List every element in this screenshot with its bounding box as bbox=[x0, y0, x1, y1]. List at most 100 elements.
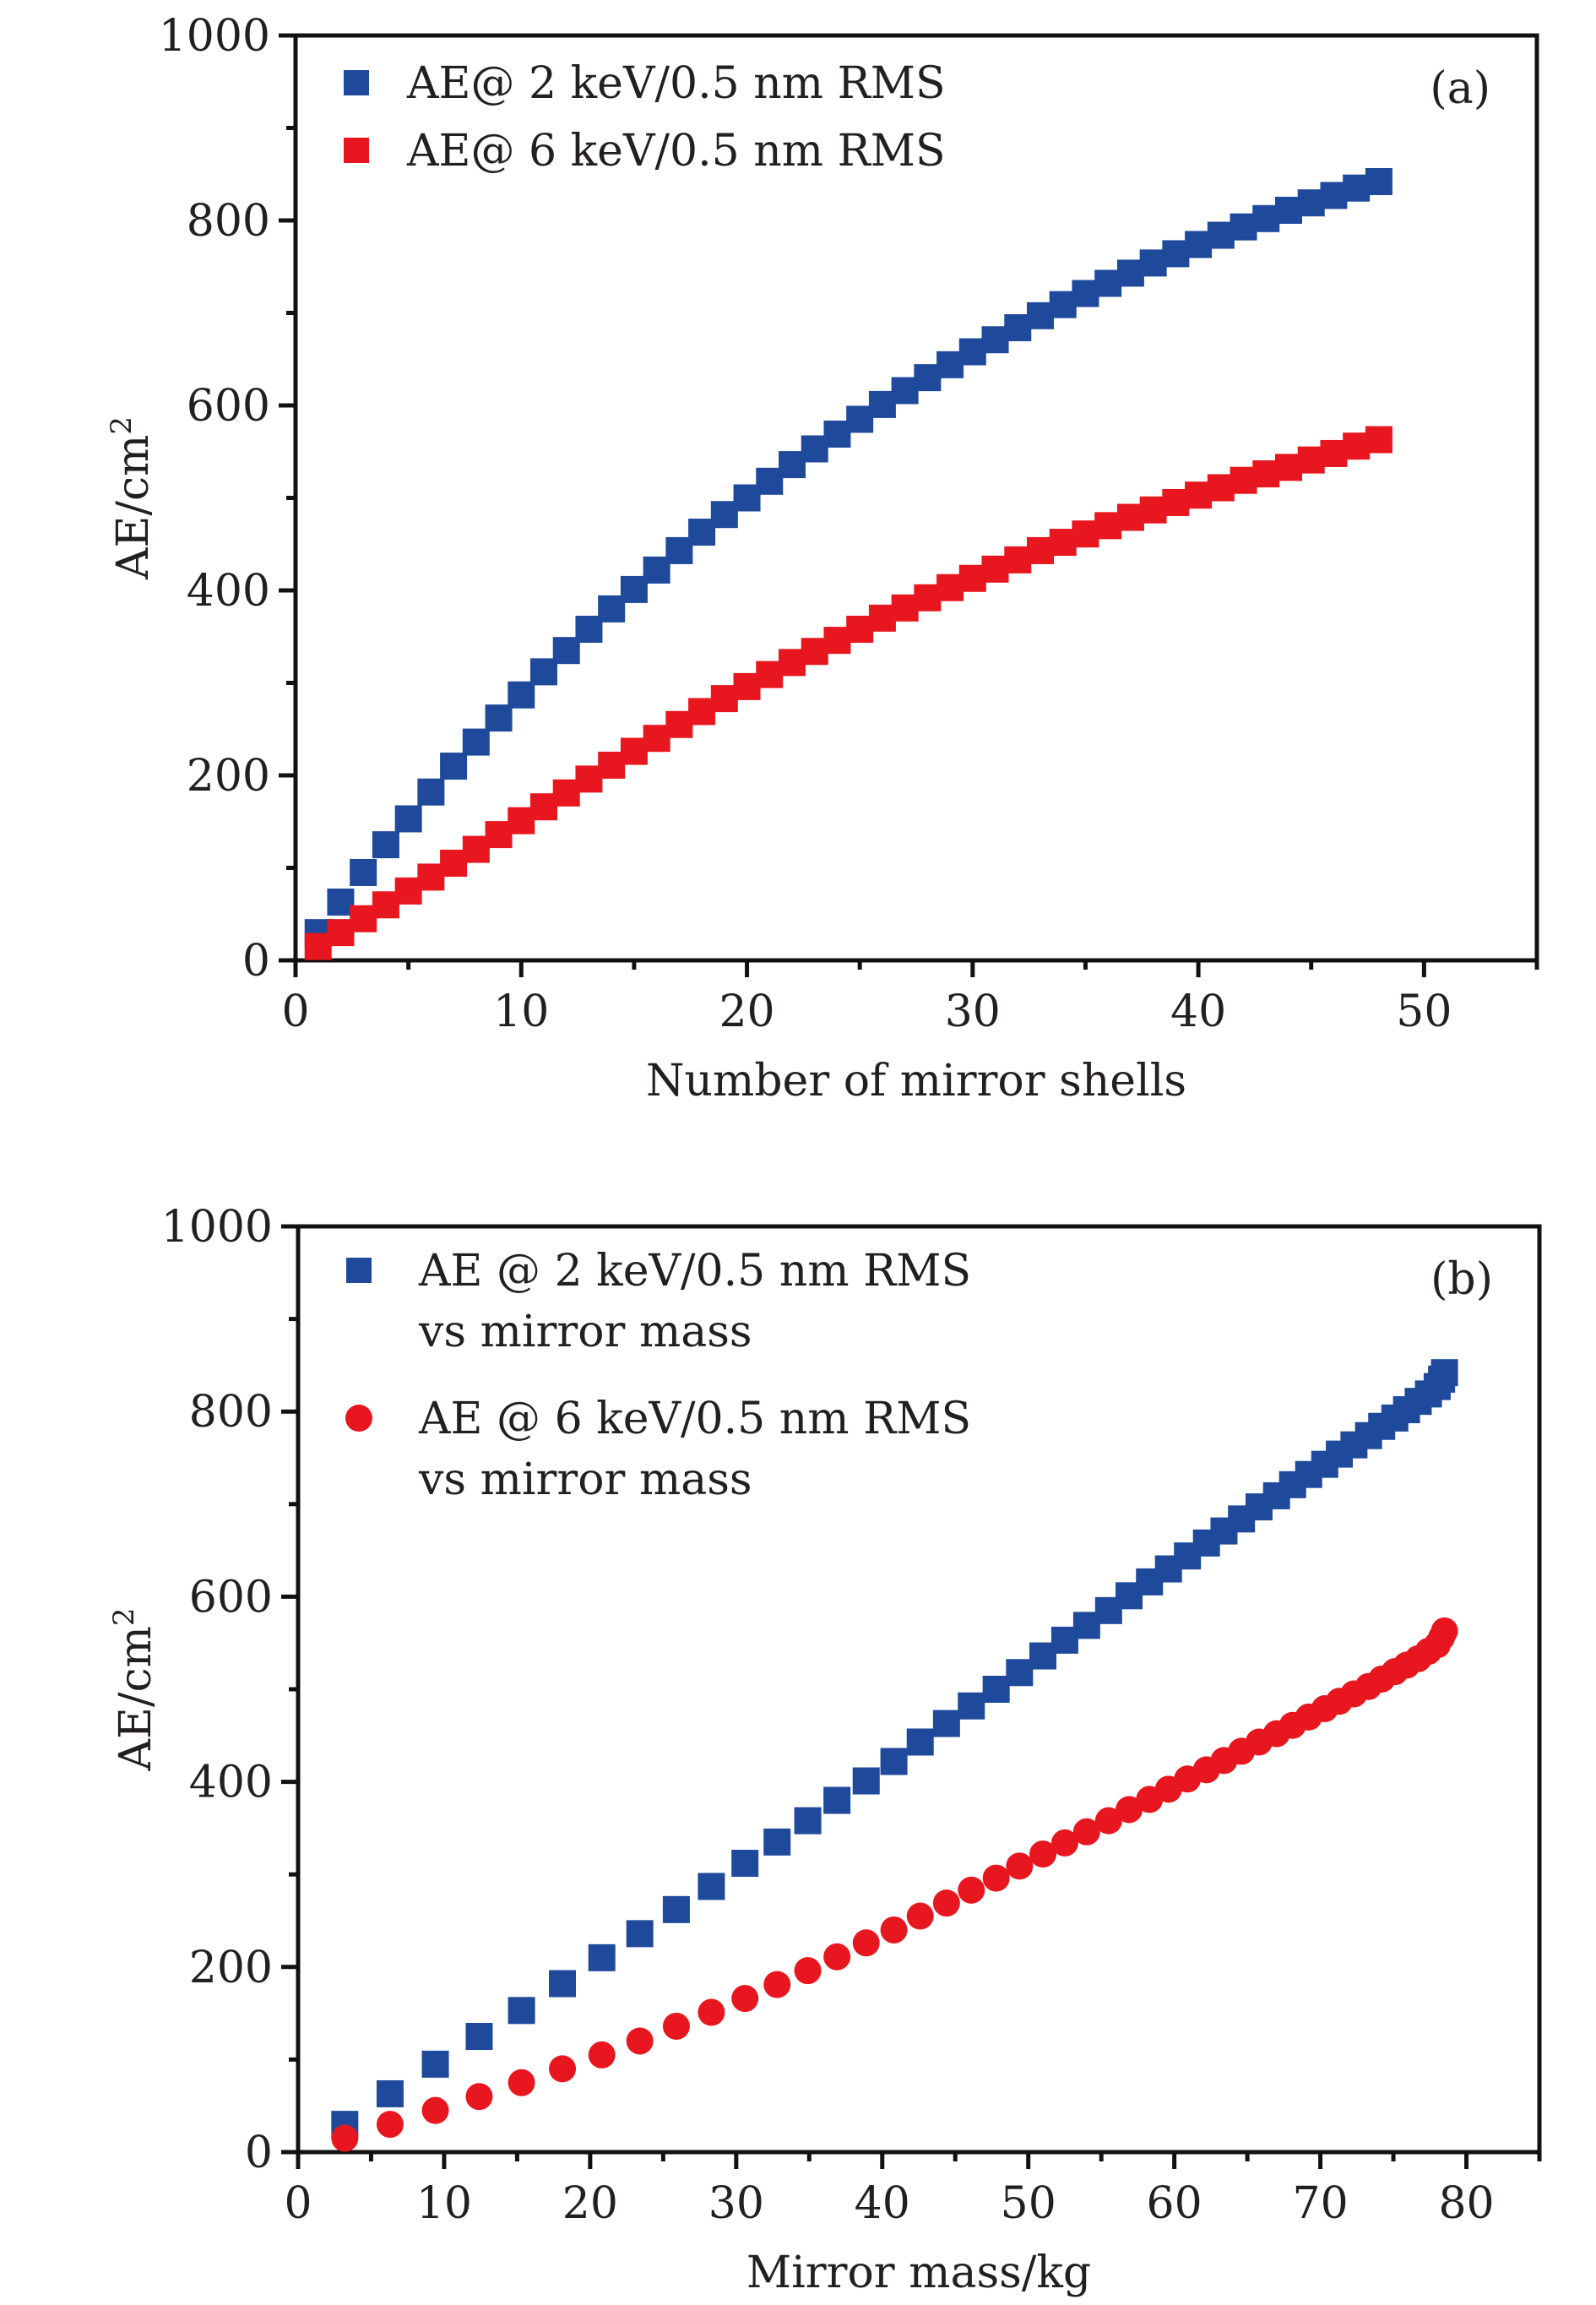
legend-label: AE @ 2 keV/0.5 nm RMS bbox=[418, 1246, 971, 1297]
data-point bbox=[1162, 488, 1190, 516]
data-point bbox=[421, 2096, 449, 2124]
y-tick-label: 600 bbox=[187, 381, 270, 432]
data-point bbox=[1275, 196, 1302, 224]
x-tick-label: 70 bbox=[1293, 2178, 1349, 2229]
data-point bbox=[530, 658, 557, 686]
y-axis-label-superscript: 2 bbox=[107, 1607, 141, 1626]
data-point bbox=[1006, 1659, 1034, 1687]
data-point bbox=[304, 932, 332, 960]
data-point bbox=[626, 2027, 654, 2055]
data-point bbox=[549, 2055, 577, 2083]
y-tick-label: 0 bbox=[242, 936, 270, 987]
data-point bbox=[598, 751, 626, 779]
data-point bbox=[710, 501, 738, 529]
data-point bbox=[1049, 529, 1077, 557]
data-point bbox=[688, 698, 716, 726]
data-point bbox=[552, 779, 580, 807]
data-point bbox=[958, 1876, 985, 1904]
data-point bbox=[801, 435, 828, 463]
x-tick-label: 0 bbox=[281, 987, 309, 1037]
data-point bbox=[779, 451, 806, 479]
data-point bbox=[1139, 496, 1167, 524]
data-point bbox=[733, 484, 761, 512]
data-point bbox=[462, 728, 490, 756]
data-point bbox=[1365, 426, 1392, 454]
data-point bbox=[1139, 249, 1167, 277]
data-point bbox=[914, 364, 942, 392]
data-point bbox=[846, 615, 874, 643]
data-point bbox=[958, 338, 986, 366]
data-point bbox=[763, 1828, 791, 1856]
data-point bbox=[662, 2012, 690, 2040]
data-point bbox=[932, 1710, 960, 1737]
x-tick-label: 30 bbox=[708, 2178, 764, 2229]
data-point bbox=[698, 1873, 725, 1900]
data-point bbox=[1230, 466, 1257, 494]
series-2kev bbox=[331, 1359, 1458, 2139]
data-point bbox=[1297, 189, 1325, 217]
y-axis-label: AE/cm2 bbox=[107, 1607, 161, 1771]
legend-label-line2: vs mirror mass bbox=[418, 1454, 752, 1505]
data-point bbox=[914, 584, 942, 612]
panel-label: (b) bbox=[1430, 1254, 1493, 1305]
data-point bbox=[779, 649, 806, 677]
series-6kev bbox=[331, 1617, 1458, 2152]
data-point bbox=[1116, 503, 1144, 531]
data-point bbox=[852, 1929, 880, 1957]
data-point bbox=[891, 377, 919, 405]
data-point bbox=[508, 1997, 535, 2025]
data-point bbox=[1343, 432, 1371, 460]
data-point bbox=[588, 2041, 616, 2069]
data-point bbox=[485, 704, 513, 732]
data-point bbox=[1027, 536, 1054, 564]
data-point bbox=[868, 390, 896, 418]
x-tick-label: 20 bbox=[719, 987, 774, 1037]
data-point bbox=[417, 863, 445, 891]
data-point bbox=[906, 1728, 934, 1756]
data-point bbox=[756, 661, 784, 688]
data-point bbox=[846, 405, 874, 433]
data-point bbox=[662, 1895, 690, 1923]
y-tick-label: 1000 bbox=[159, 11, 270, 62]
data-point bbox=[1185, 481, 1213, 509]
chart-panel-a: 0 200 400 600 800 1000 0 10 20 30 40 50 Number of mi… bbox=[105, 11, 1539, 1106]
data-point bbox=[688, 519, 716, 546]
data-point bbox=[1230, 213, 1257, 241]
data-point bbox=[1049, 291, 1077, 318]
data-point bbox=[710, 685, 738, 713]
data-point bbox=[794, 1807, 822, 1835]
legend-label: AE@ 6 keV/0.5 nm RMS bbox=[406, 126, 946, 177]
data-point bbox=[372, 891, 399, 919]
data-point bbox=[698, 1998, 725, 2026]
legend: AE@ 2 keV/0.5 nm RMS AE@ 6 keV/0.5 nm RMS bbox=[344, 58, 946, 177]
data-point bbox=[906, 1902, 934, 1930]
y-axis-label-text: AE/cm bbox=[108, 435, 159, 580]
data-point bbox=[981, 326, 1009, 354]
data-point bbox=[1050, 1829, 1078, 1857]
data-point bbox=[1185, 231, 1213, 258]
data-point bbox=[598, 595, 626, 622]
panel-label: (a) bbox=[1430, 63, 1490, 114]
y-axis-label: AE/cm2 bbox=[105, 416, 159, 580]
x-tick-label: 20 bbox=[562, 2178, 618, 2229]
series-6kev bbox=[304, 426, 1392, 960]
data-point bbox=[588, 1943, 616, 1971]
data-point bbox=[1252, 460, 1280, 488]
data-point bbox=[823, 627, 851, 655]
x-tick-label: 0 bbox=[284, 2178, 312, 2229]
data-point bbox=[549, 1970, 577, 1998]
data-point bbox=[440, 850, 468, 878]
data-point bbox=[1094, 1807, 1122, 1835]
data-point bbox=[327, 889, 355, 916]
x-tick-label: 60 bbox=[1147, 2178, 1202, 2229]
data-point bbox=[327, 919, 355, 947]
data-point bbox=[620, 575, 648, 603]
data-point bbox=[376, 2111, 404, 2139]
data-point bbox=[350, 905, 377, 932]
data-point bbox=[958, 564, 986, 592]
data-point bbox=[643, 556, 670, 584]
data-point bbox=[372, 831, 399, 859]
y-tick-label: 400 bbox=[187, 566, 270, 617]
data-point bbox=[465, 2083, 493, 2111]
data-point bbox=[982, 1676, 1010, 1703]
